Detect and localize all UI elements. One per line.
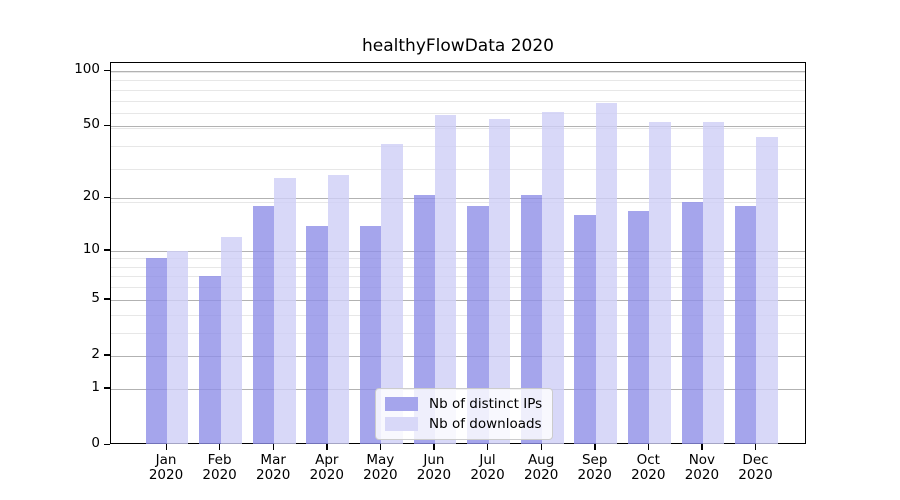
bar-jan-distinct-ips (145, 258, 167, 444)
bar-sep-distinct-ips (574, 215, 596, 444)
y-tick (104, 387, 110, 389)
y-gridline-minor (111, 113, 805, 115)
bar-apr-distinct-ips (306, 225, 328, 444)
bar-dec-distinct-ips (735, 206, 757, 444)
x-tick-label: Sep 2020 (577, 452, 612, 483)
y-tick-label: 10 (82, 240, 100, 257)
y-gridline-minor (111, 202, 805, 204)
x-tick (326, 444, 328, 450)
y-tick-label: 0 (91, 435, 100, 451)
y-gridline-major (111, 126, 805, 128)
legend-row-distinct-ips: Nb of distinct IPs (385, 396, 542, 412)
y-tick-label: 20 (82, 188, 100, 205)
y-tick (104, 249, 110, 251)
y-gridline-major (111, 299, 805, 301)
bar-nov-distinct-ips (681, 202, 703, 444)
x-tick (540, 444, 543, 450)
y-tick (104, 354, 110, 356)
bar-jun-downloads (434, 114, 457, 444)
y-tick-label: 50 (82, 116, 100, 133)
x-tick-label: Mar 2020 (255, 452, 291, 483)
bar-oct-distinct-ips (627, 210, 650, 444)
y-gridline-major (111, 198, 805, 200)
bar-mar-downloads (274, 177, 296, 444)
bar-nov-downloads (702, 121, 725, 444)
y-gridline-minor (111, 89, 805, 91)
x-tick-label: Jul 2020 (470, 452, 505, 483)
bar-jun-distinct-ips (413, 194, 435, 444)
x-tick (165, 444, 167, 450)
y-tick-label: 2 (91, 345, 100, 362)
x-tick (647, 444, 650, 450)
legend-swatch-distinct-ips (385, 397, 418, 411)
y-tick (104, 124, 110, 127)
x-tick (594, 444, 596, 450)
x-tick-label: Jun 2020 (416, 452, 452, 483)
bar-dec-downloads (756, 136, 778, 444)
bar-feb-distinct-ips (199, 276, 221, 444)
legend-label-distinct-ips: Nb of distinct IPs (429, 396, 543, 412)
x-tick (754, 444, 757, 450)
y-gridline-minor (111, 332, 805, 334)
bar-aug-downloads (542, 111, 564, 444)
chart-title: healthyFlowData 2020 (362, 36, 554, 56)
y-gridline-minor (111, 127, 805, 129)
y-gridline-minor (111, 258, 805, 260)
x-tick (487, 444, 489, 450)
x-tick (701, 444, 703, 450)
bar-sep-downloads (595, 103, 618, 444)
y-tick (104, 298, 110, 300)
x-tick (433, 444, 435, 450)
bar-feb-downloads (220, 237, 242, 444)
y-gridline-minor (111, 287, 805, 289)
bar-jul-downloads (488, 118, 510, 444)
legend-swatch-downloads (385, 417, 418, 431)
x-tick (272, 444, 275, 450)
x-tick-label: Nov 2020 (684, 452, 720, 483)
x-tick-label: Dec 2020 (738, 452, 773, 483)
y-gridline-minor (111, 80, 805, 82)
x-tick-label: Feb 2020 (202, 452, 237, 483)
bar-apr-downloads (327, 174, 350, 444)
legend-label-downloads: Nb of downloads (429, 416, 542, 432)
y-gridline-minor (111, 71, 805, 73)
y-gridline-major (111, 71, 805, 72)
x-tick-label: Apr 2020 (309, 452, 344, 483)
y-gridline-minor (111, 146, 805, 148)
bar-oct-downloads (649, 121, 671, 444)
y-tick-label: 5 (91, 289, 100, 306)
y-gridline-major (111, 355, 805, 357)
y-gridline-minor (111, 100, 805, 102)
x-tick-label: Oct 2020 (631, 452, 666, 483)
bar-jan-downloads (167, 250, 189, 444)
x-tick-label: Aug 2020 (523, 452, 559, 483)
plot-area (110, 62, 806, 444)
y-tick (104, 69, 110, 71)
y-gridline-major (111, 250, 805, 252)
y-tick-label: 100 (74, 61, 100, 77)
y-tick (104, 196, 110, 199)
y-tick (104, 443, 110, 445)
bar-may-downloads (381, 144, 403, 444)
y-gridline-minor (111, 314, 805, 316)
bar-jul-distinct-ips (467, 206, 489, 444)
y-gridline-minor (111, 266, 805, 268)
y-gridline-minor (111, 276, 805, 278)
bar-mar-distinct-ips (252, 206, 275, 444)
x-tick (219, 444, 221, 450)
y-gridline-minor (111, 169, 805, 171)
legend-row-downloads: Nb of downloads (385, 416, 542, 432)
y-tick-label: 1 (91, 378, 100, 395)
legend: Nb of distinct IPs Nb of downloads (375, 388, 554, 440)
x-tick (379, 444, 382, 450)
x-tick-label: May 2020 (363, 452, 398, 483)
x-tick-label: Jan 2020 (148, 452, 184, 483)
bar-aug-distinct-ips (520, 194, 543, 444)
